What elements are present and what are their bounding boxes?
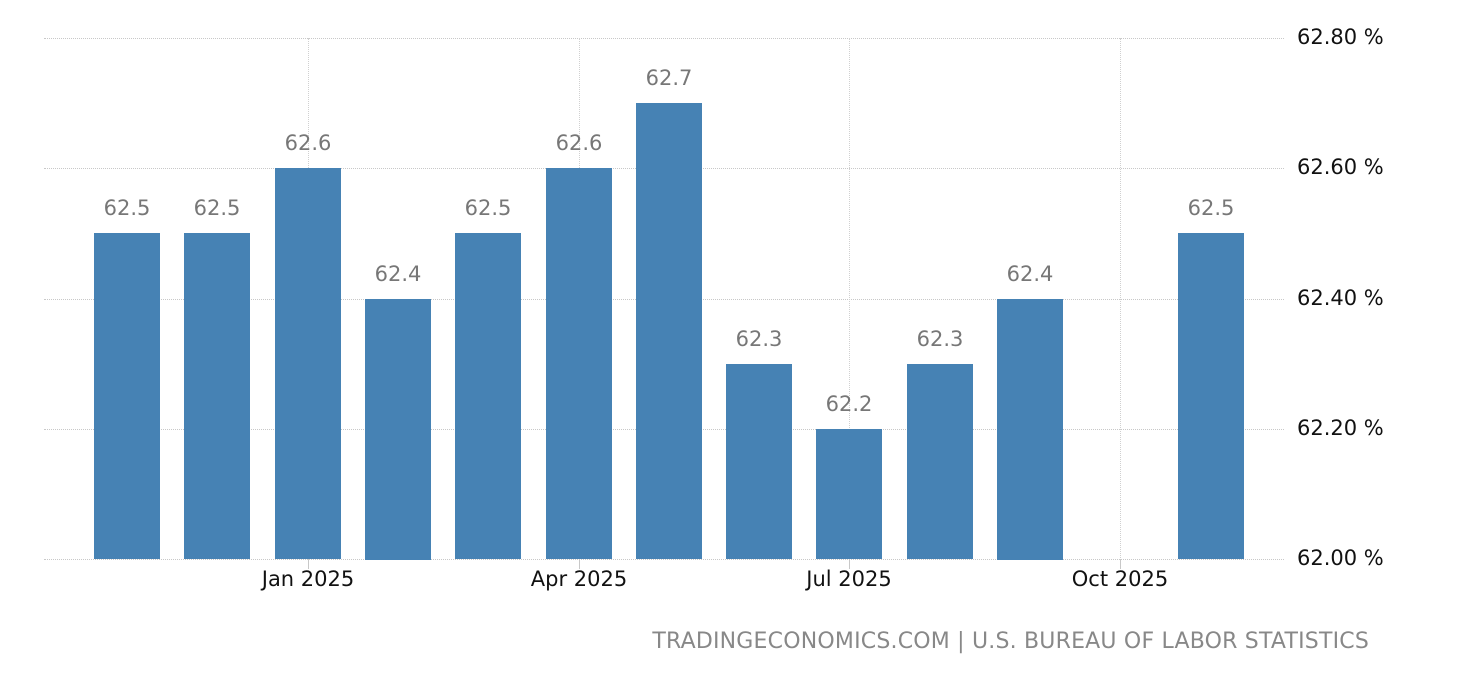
- bar-value-label: 62.4: [374, 262, 422, 286]
- bar-value-label: 62.5: [1187, 196, 1235, 220]
- bar-value-label: 62.3: [916, 327, 964, 351]
- y-axis-tick-label: 62.60 %: [1297, 155, 1384, 180]
- source-credit: TRADINGECONOMICS.COM | U.S. BUREAU OF LA…: [652, 629, 1369, 654]
- x-axis-tick: [579, 559, 580, 569]
- bar[interactable]: [365, 299, 431, 560]
- bar[interactable]: [546, 168, 612, 559]
- x-axis-tick-label: Oct 2025: [1071, 567, 1169, 591]
- bar[interactable]: [94, 233, 160, 559]
- bar[interactable]: [636, 103, 702, 559]
- gridline-horizontal: [44, 38, 1284, 39]
- bar-value-label: 62.6: [284, 131, 332, 155]
- bar-value-label: 62.5: [103, 196, 151, 220]
- x-axis-tick: [849, 559, 850, 569]
- bar[interactable]: [275, 168, 341, 559]
- gridline-vertical: [1120, 38, 1121, 558]
- bar[interactable]: [907, 364, 973, 559]
- bar-value-label: 62.5: [193, 196, 241, 220]
- y-axis-tick-label: 62.40 %: [1297, 285, 1384, 310]
- bar-value-label: 62.7: [645, 66, 693, 90]
- bar[interactable]: [184, 233, 250, 559]
- bar[interactable]: [726, 364, 792, 559]
- x-axis-tick-label: Jan 2025: [261, 567, 355, 591]
- gridline-horizontal: [44, 559, 1284, 560]
- bar[interactable]: [816, 429, 882, 559]
- bar[interactable]: [455, 233, 521, 559]
- bar-value-label: 62.3: [735, 327, 783, 351]
- x-axis-tick: [1120, 559, 1121, 569]
- bar[interactable]: [997, 299, 1063, 560]
- bar[interactable]: [1178, 233, 1244, 559]
- x-axis-tick-label: Apr 2025: [530, 567, 628, 591]
- y-axis-tick-label: 62.80 %: [1297, 25, 1384, 49]
- bar-value-label: 62.4: [1006, 262, 1054, 286]
- bar-value-label: 62.5: [464, 196, 512, 220]
- y-axis-tick-label: 62.20 %: [1297, 415, 1384, 440]
- bar-value-label: 62.2: [825, 392, 873, 416]
- x-axis-tick-label: Jul 2025: [806, 567, 892, 591]
- gridline-vertical: [849, 38, 850, 558]
- x-axis-tick: [308, 559, 309, 569]
- bar-value-label: 62.6: [555, 131, 603, 155]
- y-axis-tick-label: 62.00 %: [1297, 546, 1384, 570]
